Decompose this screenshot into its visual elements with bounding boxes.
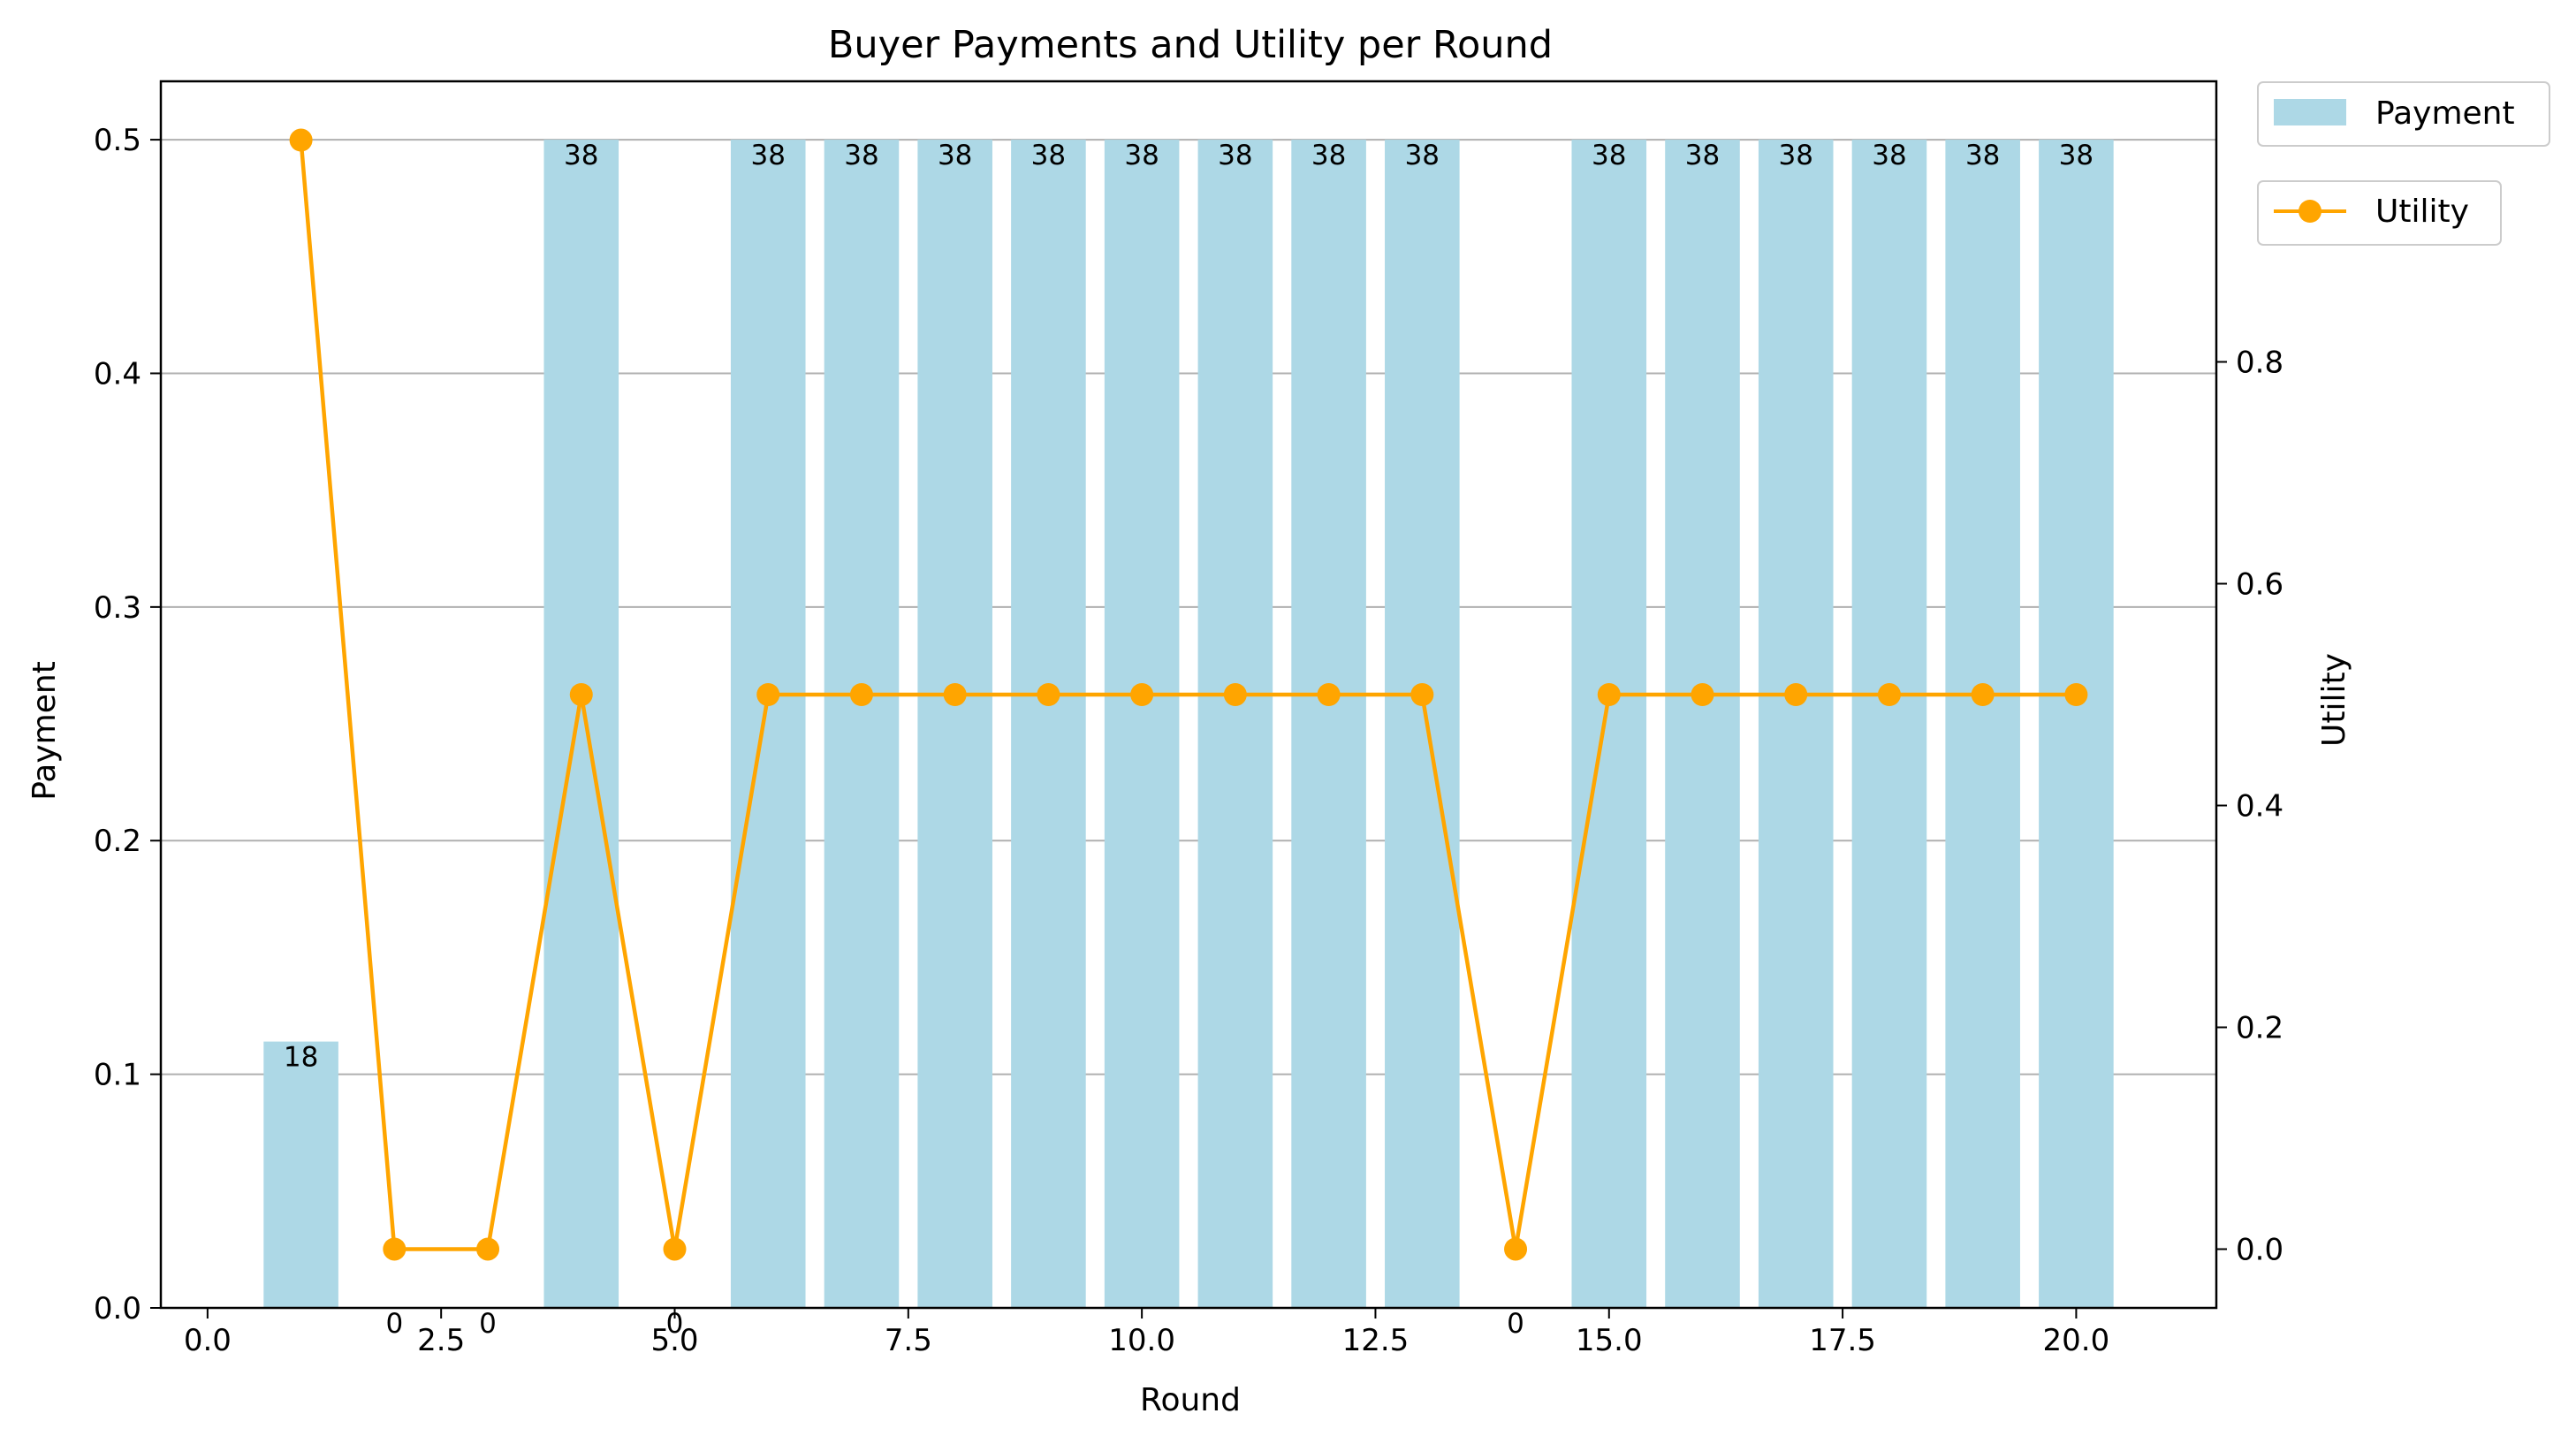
y-left-tick-label-3: 0.3: [94, 590, 141, 626]
payment-bar-16: [1665, 140, 1740, 1309]
y-right-axis-label: Utility: [2316, 653, 2352, 747]
x-tick-label-7: 17.5: [1809, 1323, 1876, 1358]
payment-bar-19: [1945, 140, 2020, 1309]
payment-bar-12: [1291, 140, 1366, 1309]
utility-point-13: [1410, 683, 1434, 706]
x-tick-label-2: 5.0: [650, 1323, 698, 1358]
legend-payment-swatch: [2274, 99, 2346, 125]
payment-bar-label-18: 38: [1872, 140, 1906, 171]
payment-bar-label-14: 0: [1507, 1308, 1524, 1340]
payment-bars: [263, 140, 2114, 1309]
payment-bar-8: [917, 140, 992, 1309]
utility-point-16: [1691, 683, 1714, 706]
payment-bar-label-7: 38: [844, 140, 878, 171]
payment-bar-label-2: 0: [385, 1308, 403, 1340]
payment-bar-label-10: 38: [1124, 140, 1159, 171]
legend-utility-marker: [2299, 200, 2321, 223]
utility-point-4: [569, 683, 593, 706]
y-left-tick-label-0: 0.0: [94, 1291, 141, 1326]
utility-point-14: [1504, 1237, 1528, 1261]
utility-point-6: [756, 683, 780, 706]
utility-point-9: [1037, 683, 1060, 706]
utility-point-19: [1971, 683, 1995, 706]
x-tick-label-1: 2.5: [417, 1323, 465, 1358]
y-right-tick-label-3: 0.6: [2236, 567, 2283, 603]
payment-bar-label-9: 38: [1031, 140, 1066, 171]
x-tick-label-0: 0.0: [184, 1323, 232, 1358]
payment-bar-label-11: 38: [1218, 140, 1252, 171]
payment-bar-15: [1571, 140, 1647, 1309]
utility-point-8: [943, 683, 967, 706]
y-left-tick-label-2: 0.2: [94, 824, 141, 859]
payment-bar-label-20: 38: [2059, 140, 2093, 171]
y-right-tick-label-1: 0.2: [2236, 1010, 2283, 1045]
utility-point-1: [289, 128, 313, 152]
payment-bar-4: [543, 140, 619, 1309]
utility-line: [289, 128, 2088, 1261]
payment-bar-labels: 18 0 0 38 0 38 38 38 38 38 38 38 38 0 38 38 38 38 38 38: [284, 140, 2093, 1340]
x-tick-label-8: 20.0: [2043, 1323, 2110, 1358]
payment-bar-label-16: 38: [1685, 140, 1720, 171]
utility-point-3: [476, 1237, 500, 1261]
payment-bar-13: [1385, 140, 1460, 1309]
utility-point-7: [849, 683, 873, 706]
y-left-tick-label-5: 0.5: [94, 123, 141, 158]
payment-bar-1: [263, 1041, 338, 1308]
utility-point-20: [2064, 683, 2088, 706]
payment-bar-11: [1197, 140, 1273, 1309]
payment-bar-10: [1104, 140, 1180, 1309]
payment-bar-label-17: 38: [1779, 140, 1813, 171]
utility-point-2: [383, 1237, 407, 1261]
utility-point-11: [1223, 683, 1247, 706]
x-tick-label-6: 15.0: [1576, 1323, 1643, 1358]
payment-bar-label-15: 38: [1592, 140, 1626, 171]
chart-title: Buyer Payments and Utility per Round: [828, 23, 1553, 67]
payment-bar-label-19: 38: [1965, 140, 2000, 171]
payment-bar-9: [1011, 140, 1086, 1309]
plot-frame: [159, 80, 2218, 1310]
x-tick-label-3: 7.5: [885, 1323, 932, 1358]
utility-point-15: [1597, 683, 1621, 706]
x-axis-label: Round: [1140, 1382, 1241, 1418]
utility-point-10: [1130, 683, 1154, 706]
payment-bar-18: [1851, 140, 1927, 1309]
legend-payment: Payment: [2257, 81, 2550, 147]
payment-bar-label-4: 38: [564, 140, 598, 171]
utility-point-5: [663, 1237, 687, 1261]
payment-bar-label-3: 0: [479, 1308, 497, 1340]
x-tick-label-5: 12.5: [1342, 1323, 1410, 1358]
payment-bar-label-5: 0: [666, 1308, 684, 1340]
payment-bar-6: [730, 140, 806, 1309]
y-left-tick-label-1: 0.1: [94, 1058, 141, 1093]
y-right-axis-ticks: 0.0 0.2 0.4 0.6 0.8: [2216, 346, 2283, 1267]
y-right-tick-label-2: 0.4: [2236, 788, 2283, 824]
payment-bar-7: [824, 140, 900, 1309]
utility-point-17: [1784, 683, 1808, 706]
legend-utility-label: Utility: [2375, 194, 2469, 230]
y-left-axis-label: Payment: [27, 661, 63, 801]
y-right-tick-label-0: 0.0: [2236, 1232, 2283, 1267]
utility-point-18: [1877, 683, 1901, 706]
x-tick-label-4: 10.0: [1108, 1323, 1175, 1358]
payment-bar-label-8: 38: [938, 140, 972, 171]
y-right-tick-label-4: 0.8: [2236, 346, 2283, 381]
x-axis-ticks: 0.0 2.5 5.0 7.5 10.0 12.5 15.0 17.5 20.0: [184, 1308, 2109, 1358]
payment-bar-17: [1758, 140, 1834, 1309]
utility-point-12: [1317, 683, 1341, 706]
legend-utility: Utility: [2257, 180, 2502, 246]
legend-payment-label: Payment: [2375, 95, 2515, 132]
payment-bar-label-6: 38: [751, 140, 786, 171]
payment-bar-20: [2039, 140, 2114, 1309]
payment-bar-label-1: 18: [284, 1042, 318, 1074]
y-left-axis-ticks: 0.0 0.1 0.2 0.3 0.4 0.5: [94, 123, 161, 1326]
utility-line-path: [299, 140, 2077, 1251]
payment-bar-label-13: 38: [1405, 140, 1440, 171]
y-left-tick-label-4: 0.4: [94, 356, 141, 391]
payment-bar-label-12: 38: [1311, 140, 1346, 171]
